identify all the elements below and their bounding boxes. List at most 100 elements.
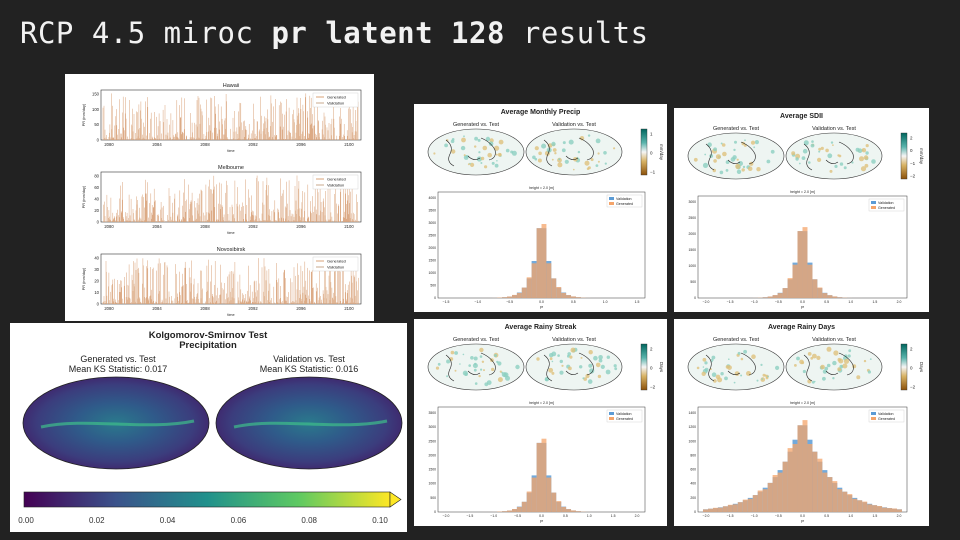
x-tick-label: 2080 (104, 224, 114, 229)
x-tick-label: 2084 (152, 306, 162, 311)
map-cell (747, 166, 753, 171)
x-tick-label: 0.0 (539, 300, 544, 304)
legend-swatch (871, 412, 876, 415)
map-cell (753, 146, 756, 149)
map-cell (832, 144, 834, 146)
map-cell (579, 365, 583, 369)
y-tick-label: 30 (94, 267, 99, 272)
map-cell (559, 359, 563, 364)
hist-bar-generated (802, 227, 808, 298)
y-tick-label: 1400 (688, 411, 696, 415)
map-cell (480, 156, 485, 161)
map-cell (606, 355, 610, 359)
map-cell (743, 349, 747, 354)
hist-title: height = 2.0 [m] (790, 401, 815, 405)
colorbar-tick: −1 (910, 161, 916, 166)
rainy-days-figure: Average Rainy Days Generated vs. Test Vali… (674, 319, 929, 526)
generated-series (102, 257, 359, 304)
map-cell (472, 363, 478, 369)
hist-title: height = 2.0 [m] (529, 401, 554, 405)
hist-bar-generated (772, 475, 778, 512)
hist-bar-generated (497, 511, 503, 512)
map-cell (454, 369, 457, 372)
map-cell (597, 374, 602, 379)
map-cell (837, 357, 842, 362)
plot-frame (100, 171, 362, 223)
map-cell (829, 169, 833, 173)
map-cell (737, 351, 741, 355)
x-axis-label: pr (540, 519, 544, 523)
x-tick-label: 1.5 (873, 300, 878, 304)
map-cell (702, 357, 707, 362)
map-cell (704, 153, 707, 156)
x-tick-label: −1.0 (490, 514, 497, 518)
hist-bar-generated (521, 287, 527, 298)
map-cell (554, 152, 557, 155)
map-cell (791, 151, 796, 156)
map-cell (451, 149, 456, 154)
map-cell (534, 157, 538, 161)
ks-statistic: Mean KS Statistic: 0.017 (69, 364, 168, 374)
map-cell (577, 150, 581, 154)
map-cell (713, 379, 717, 383)
map-cell (740, 374, 743, 377)
legend-swatch (609, 197, 614, 200)
ks-test-figure: Kolgomorov-Smirnov Test Precipitation Gene… (10, 323, 407, 532)
coastline (445, 352, 496, 382)
colorbar (23, 491, 391, 508)
legend-box (868, 198, 905, 212)
map-cell (491, 161, 495, 165)
map-cell (595, 362, 601, 368)
hist-title: height = 2.0 [m] (790, 190, 815, 194)
map-cell (735, 163, 741, 169)
map-cell (515, 364, 520, 370)
map-cell (720, 372, 724, 376)
hist-bar-generated (526, 277, 532, 298)
y-tick-label: 2000 (688, 232, 696, 236)
map-cell (810, 356, 814, 360)
map-cell (446, 359, 451, 364)
map-cell (479, 355, 483, 358)
map-cell (818, 150, 821, 153)
coastline (705, 141, 756, 171)
hist-bar-generated (882, 507, 888, 512)
map-label: Validation vs. Test (812, 337, 856, 343)
map-cell (734, 140, 737, 144)
colorbar (640, 343, 648, 391)
map-cell (702, 162, 709, 168)
map-label: Generated vs. Test (80, 354, 156, 364)
sdii-chart: Average SDII Generated vs. Test Validation… (687, 113, 924, 309)
map-cell (863, 155, 869, 160)
map-cell (796, 356, 800, 361)
map-cell (479, 347, 484, 353)
colorbar-units: Days (919, 362, 924, 373)
x-tick-label: 2088 (200, 306, 210, 311)
y-tick-label: 0 (694, 296, 696, 300)
map-cell (822, 376, 826, 381)
y-tick-label: 400 (690, 482, 696, 486)
hist-bar-generated (556, 287, 562, 298)
y-tick-label: 1000 (428, 271, 436, 275)
hist-bar-generated (877, 506, 883, 512)
x-axis-label: time (227, 231, 234, 235)
map-cell (470, 162, 475, 167)
map-cell (595, 138, 601, 144)
hist-bar-generated (767, 296, 773, 298)
legend-swatch (871, 417, 876, 420)
map-cell (801, 156, 806, 160)
generated-series (102, 175, 359, 222)
hist-bar-generated (777, 293, 783, 298)
legend-box (606, 409, 643, 423)
x-tick-label: −1.5 (443, 300, 450, 304)
colorbar (900, 343, 908, 391)
map-cell (801, 361, 805, 365)
hist-bar-generated (571, 296, 576, 298)
hist-bar-generated (747, 498, 753, 512)
hist-bar-generated (827, 477, 833, 512)
map-cell (551, 371, 555, 375)
hist-bar-generated (742, 499, 748, 512)
x-tick-label: 0.5 (824, 300, 829, 304)
map-cell (552, 148, 557, 152)
map-cell (450, 350, 455, 355)
y-tick-label: 100 (92, 107, 100, 112)
